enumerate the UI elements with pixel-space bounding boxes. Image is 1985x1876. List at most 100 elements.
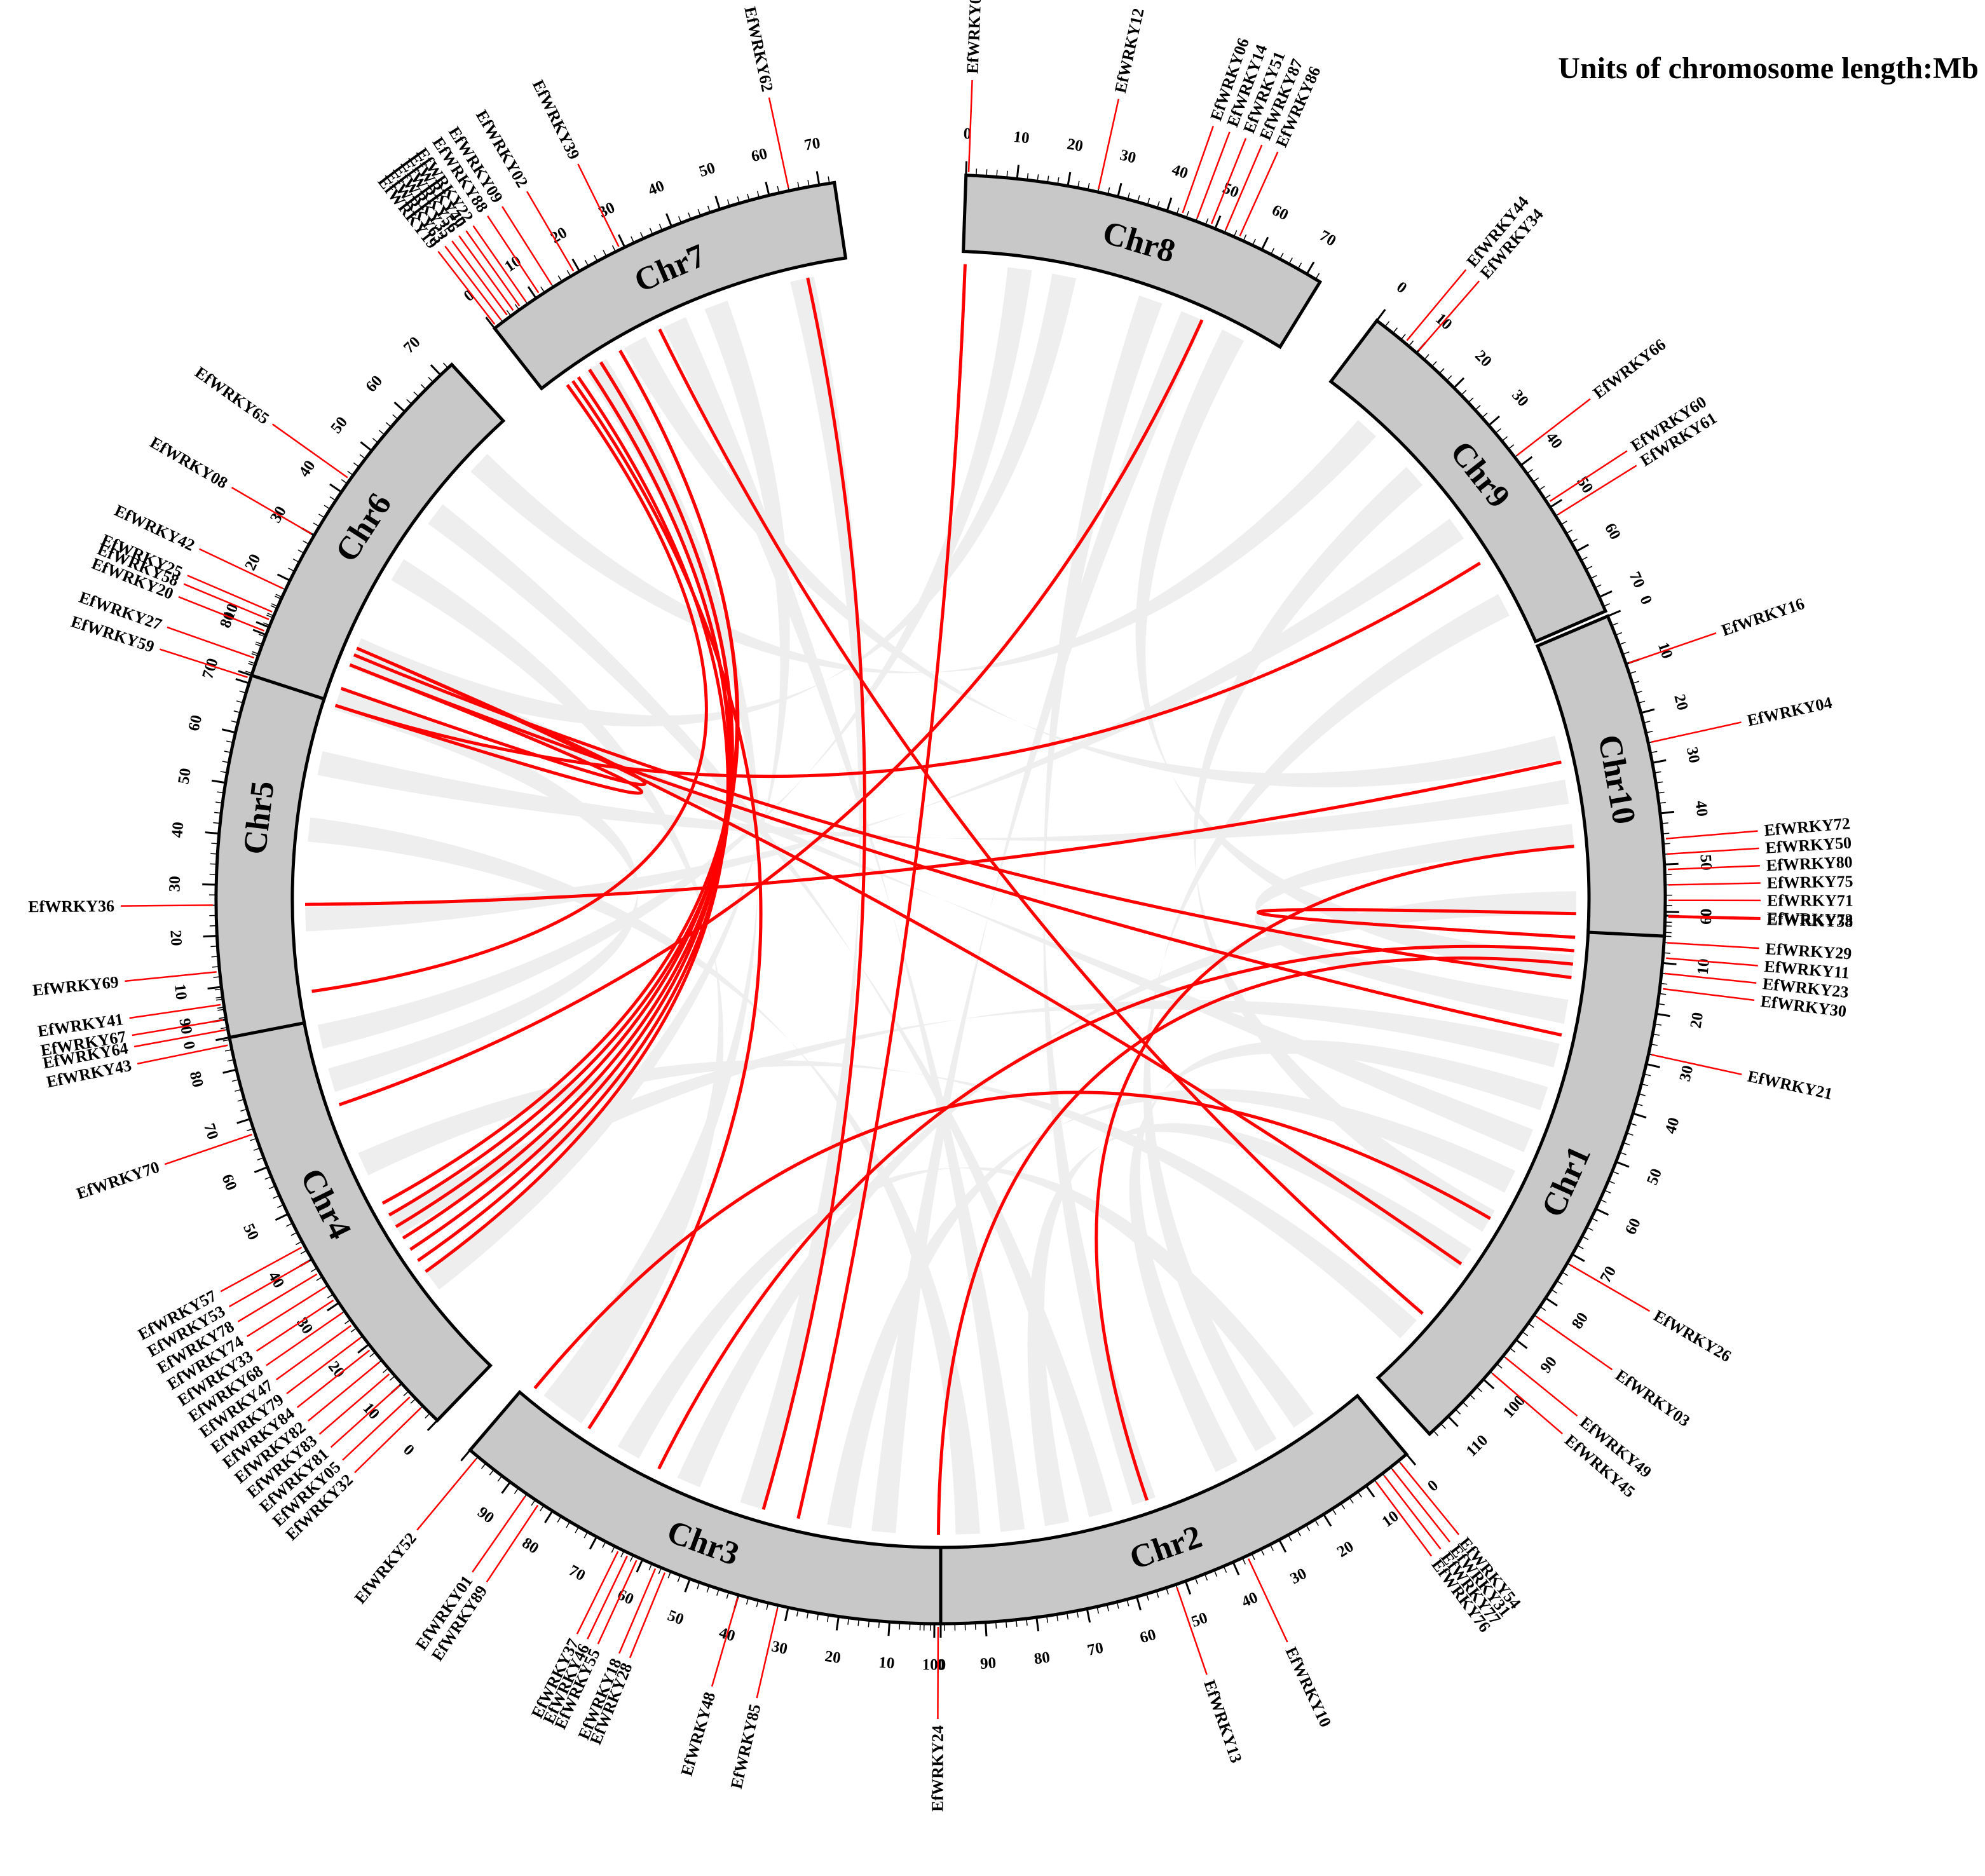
tick-mark (300, 1249, 308, 1254)
tick-mark (203, 935, 217, 938)
gene-marker (1098, 99, 1120, 189)
tick-mark (1408, 340, 1414, 347)
tick-mark (1462, 1401, 1468, 1408)
tick-mark (214, 812, 222, 814)
tick-mark (215, 996, 223, 999)
gene-label: EfWRKY62 (740, 5, 777, 93)
tick-label: 70 (803, 135, 821, 154)
tick-mark (442, 362, 449, 369)
tick-mark (1527, 1322, 1534, 1328)
tick-mark (571, 258, 581, 272)
tick-mark (617, 234, 626, 248)
tick-mark (816, 1613, 819, 1621)
tick-mark (210, 946, 218, 948)
wrky-link (305, 760, 1562, 906)
gene-marker (125, 971, 217, 982)
tick-mark (1650, 751, 1658, 754)
tick-mark (1147, 198, 1150, 205)
wrky-link (425, 376, 730, 1274)
gene-marker (472, 225, 527, 302)
chromosome-chr8 (962, 173, 1323, 350)
gene-marker (458, 235, 514, 311)
tick-mark (1204, 1574, 1208, 1581)
chromosome-chr10 (1535, 614, 1667, 938)
tick-mark (372, 438, 379, 444)
tick-mark (1629, 1122, 1637, 1126)
tick-mark (1652, 759, 1667, 764)
tick-mark (539, 1505, 545, 1512)
tick-mark (1622, 651, 1630, 655)
gene-marker (247, 1286, 326, 1338)
syntenic-ribbon (663, 316, 1025, 1532)
tick-mark (648, 1563, 653, 1570)
tick-mark (611, 1546, 615, 1553)
tick-label: 20 (1471, 347, 1495, 370)
tick-mark (222, 1039, 230, 1042)
tick-mark (806, 1611, 809, 1619)
gene-marker (1651, 721, 1742, 743)
tick-mark (544, 1510, 554, 1523)
gene-marker (576, 1551, 619, 1635)
tick-mark (385, 422, 392, 428)
tick-mark (1599, 590, 1613, 598)
gene-marker (266, 1312, 343, 1366)
tick-mark (531, 1499, 536, 1506)
tick-mark (899, 1622, 901, 1630)
tick-mark (1646, 1063, 1660, 1068)
tick-mark (756, 1600, 759, 1608)
tick-mark (1447, 1415, 1459, 1427)
tick-mark (327, 1302, 340, 1312)
tick-mark (1016, 165, 1020, 179)
tick-mark (288, 568, 295, 572)
tick-mark (1560, 520, 1567, 526)
gene-label: EfWRKY21 (1746, 1067, 1834, 1103)
tick-mark (226, 740, 234, 744)
tick-mark (264, 1176, 272, 1180)
tick-mark (1476, 1386, 1482, 1392)
tick-mark (313, 522, 320, 527)
tick-mark (1176, 207, 1180, 215)
tick-mark (217, 1007, 224, 1009)
tick-mark (1214, 215, 1222, 229)
gene-label: EfWRKY13 (1200, 1678, 1246, 1765)
tick-mark (1646, 730, 1653, 733)
tick-mark (347, 470, 354, 476)
tick-mark (481, 1462, 487, 1469)
tick-mark (714, 195, 721, 210)
gene-label: EfWRKY52 (351, 1529, 420, 1607)
tick-mark (826, 1615, 829, 1622)
tick-mark (1461, 390, 1467, 396)
gene-marker (178, 596, 265, 632)
tick-mark (1654, 1023, 1661, 1026)
gene-marker (1417, 280, 1480, 351)
tick-label: 110 (1463, 1432, 1491, 1460)
tick-mark (631, 236, 635, 243)
tick-mark (1184, 1580, 1192, 1595)
tick-label: 90 (979, 1654, 997, 1672)
gene-marker (1668, 914, 1761, 919)
tick-mark (224, 1049, 232, 1052)
tick-mark (995, 1621, 997, 1629)
gene-label: EfWRKY73 (1766, 909, 1853, 929)
tick-mark (1556, 1280, 1563, 1285)
tick-mark (410, 1398, 416, 1404)
wrky-link (1257, 907, 1576, 939)
gene-marker (1668, 916, 1761, 920)
tick-mark (1590, 574, 1597, 580)
gene-label: EfWRKY85 (727, 1703, 765, 1791)
gene-marker (472, 1496, 526, 1573)
tick-label: 80 (1569, 1309, 1592, 1332)
syntenic-ribbon (617, 1167, 1314, 1459)
tick-mark (1251, 1553, 1255, 1560)
tick-mark (1551, 1289, 1558, 1294)
tick-mark (1635, 690, 1642, 694)
tick-label: 30 (166, 876, 183, 892)
tick-label: 50 (665, 1607, 686, 1629)
gene-label: EfWRKY80 (1766, 853, 1853, 875)
tick-mark (1117, 182, 1122, 197)
gene-marker (354, 1407, 421, 1474)
tick-mark (303, 540, 310, 545)
tick-mark (239, 690, 247, 694)
tick-mark (406, 398, 413, 405)
tick-mark (1635, 1103, 1643, 1106)
